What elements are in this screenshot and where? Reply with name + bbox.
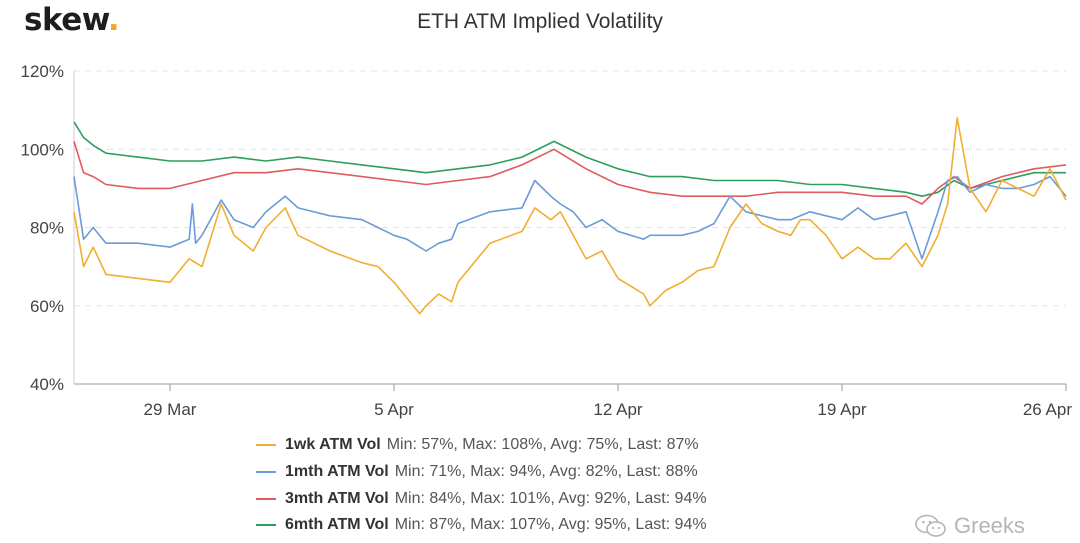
skew-logo: skew. [24,2,120,38]
legend-swatch [256,444,276,447]
y-tick-label: 60% [30,297,64,316]
legend-item[interactable]: 1mth ATM Vol Min: 71%, Max: 94%, Avg: 82… [256,459,707,486]
legend-item[interactable]: 3mth ATM Vol Min: 84%, Max: 101%, Avg: 9… [256,485,707,512]
x-tick-label: 29 Mar [144,400,197,419]
legend-swatch [256,471,276,474]
series-line-3mth [73,141,1067,205]
legend-series-name: 1wk ATM Vol [285,436,381,454]
legend-item[interactable]: 6mth ATM Vol Min: 87%, Max: 107%, Avg: 9… [256,512,707,539]
chart-title: ETH ATM Implied Volatility [417,10,663,33]
chart-legend: 1wk ATM Vol Min: 57%, Max: 108%, Avg: 75… [256,432,707,539]
x-tick-label: 26 Apr [1023,400,1072,419]
legend-swatch [256,497,276,500]
y-tick-label: 100% [21,140,64,159]
series-line-1mth [73,175,1067,260]
legend-series-stats: Min: 57%, Max: 108%, Avg: 75%, Last: 87% [386,436,699,454]
x-tick-label: 19 Apr [817,400,866,419]
x-tick-label: 5 Apr [374,400,414,419]
legend-series-stats: Min: 71%, Max: 94%, Avg: 82%, Last: 88% [394,463,698,481]
watermark-text: Greeks [954,513,1025,538]
y-tick-label: 40% [30,375,64,394]
legend-swatch [256,524,276,527]
legend-series-name: 3mth ATM Vol [285,489,389,507]
watermark: Greeks [914,513,1025,539]
legend-series-stats: Min: 84%, Max: 101%, Avg: 92%, Last: 94% [394,489,707,507]
wechat-icon [915,514,946,537]
y-tick-label: 120% [21,62,64,81]
legend-series-name: 1mth ATM Vol [285,463,389,481]
legend-series-name: 6mth ATM Vol [285,516,389,534]
legend-item[interactable]: 1wk ATM Vol Min: 57%, Max: 108%, Avg: 75… [256,432,707,459]
y-tick-label: 80% [30,219,64,238]
legend-series-stats: Min: 87%, Max: 107%, Avg: 95%, Last: 94% [394,516,707,534]
line-chart: 40% 60% 80% 100% 120% 29 Mar 5 Apr 12 Apr 19 Apr… [21,62,1073,419]
x-tick-label: 12 Apr [593,400,642,419]
series-line-1wk [73,117,1067,315]
series-line-6mth [73,121,1066,197]
